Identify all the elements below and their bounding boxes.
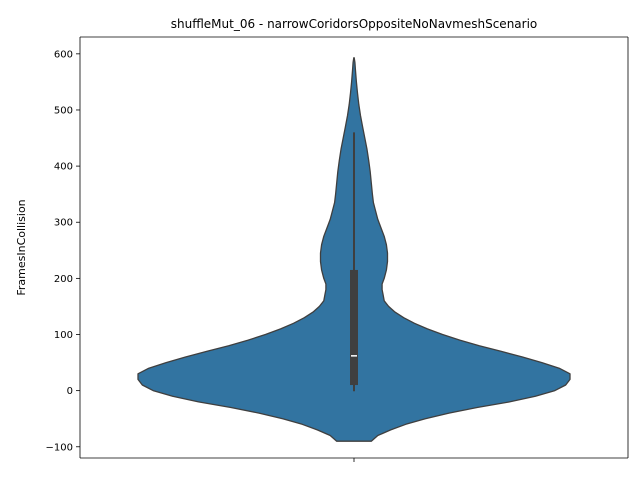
x-axis — [80, 457, 628, 462]
y-axis-title: FramesInCollision — [15, 199, 28, 295]
y-tick-label: 600 — [54, 49, 73, 60]
y-tick-label: 0 — [67, 386, 73, 397]
y-tick-label: 500 — [54, 105, 73, 116]
chart-title: shuffleMut_06 - narrowCoridorsOppositeNo… — [171, 17, 538, 31]
y-tick-label: 200 — [54, 274, 73, 285]
interquartile-box — [350, 269, 358, 386]
plot-area — [137, 57, 571, 442]
y-tick-label: 400 — [54, 162, 73, 173]
y-tick-label: −100 — [46, 442, 73, 453]
y-axis: −100 0 100 200 300 400 500 600 — [46, 36, 629, 458]
y-tick-label: 100 — [54, 330, 73, 341]
y-tick-label: 300 — [54, 218, 73, 229]
